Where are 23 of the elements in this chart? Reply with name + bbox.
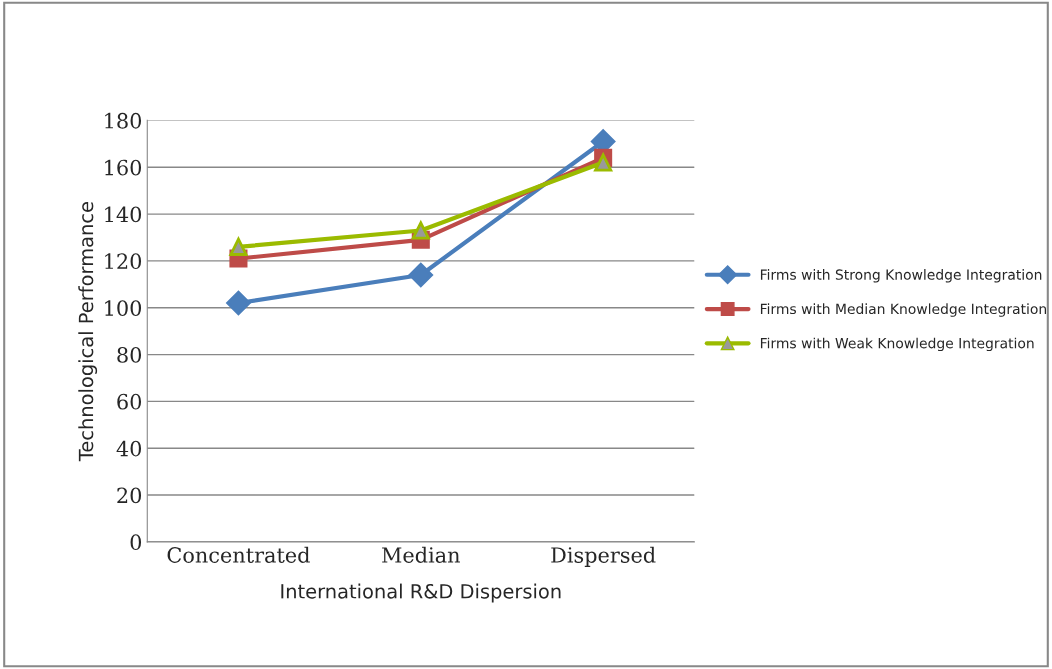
y-tick-label: 0	[130, 534, 142, 551]
point	[408, 262, 433, 288]
point	[411, 221, 430, 240]
point	[229, 237, 248, 256]
x-axis-title: International R&D Dispersion	[281, 583, 561, 603]
y-tick-label: 140	[105, 206, 142, 223]
y-tick-label: 160	[105, 159, 142, 176]
x-tick-label: Dispersed	[551, 546, 656, 567]
y-axis-title: Technological Performance	[78, 202, 98, 462]
legend-label: Firms with Strong Knowledge Integration	[760, 269, 1042, 283]
y-tick-label: 20	[117, 487, 142, 504]
point	[594, 153, 613, 172]
point	[226, 290, 251, 316]
x-tick-label: Concentrated	[167, 546, 310, 563]
legend-label: Firms with Weak Knowledge Integration	[760, 337, 1034, 352]
legend-label: Firms with Median Knowledge Integration	[760, 303, 1047, 317]
x-tick-label: Median	[382, 546, 460, 563]
y-tick-label: 60	[117, 393, 142, 410]
y-tick-label: 120	[105, 253, 142, 270]
y-tick-label: 100	[105, 300, 142, 316]
y-tick-label: 180	[105, 112, 142, 129]
y-tick-label: 40	[116, 440, 142, 457]
y-tick-label: 80	[117, 347, 142, 363]
